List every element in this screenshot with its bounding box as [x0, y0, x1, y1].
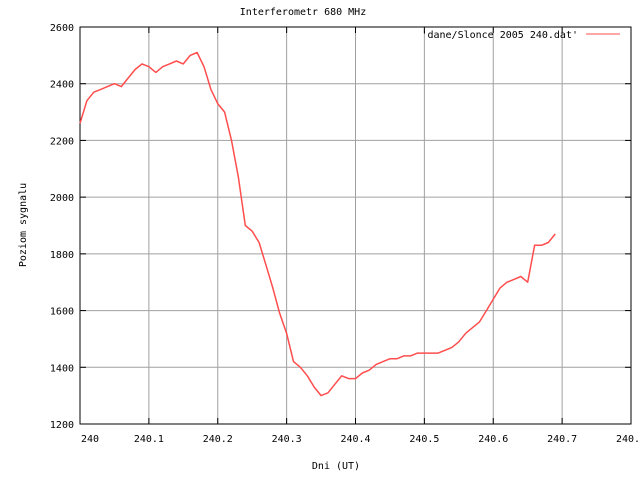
- x-axis-label: Dni (UT): [312, 461, 360, 472]
- y-tick-label: 2400: [50, 80, 74, 91]
- y-tick-label: 2000: [50, 193, 74, 204]
- y-tick-label: 1400: [50, 363, 74, 374]
- x-tick-labels: 240 240.1 240.2 240.3 240.4 240.5 240.6 240.7 24…: [81, 434, 640, 445]
- x-tick-label: 240.7: [547, 434, 577, 445]
- y-tick-label: 2200: [50, 136, 74, 147]
- chart-title: Interferometr 680 MHz: [240, 7, 366, 18]
- series-group: [79, 51, 556, 397]
- y-tick-label: 1800: [50, 250, 74, 261]
- x-tick-label: 240.6: [478, 434, 508, 445]
- axis-ticks: [79, 26, 632, 425]
- x-tick-label: 240.8: [616, 434, 640, 445]
- y-tick-label: 2600: [50, 23, 74, 34]
- grid: [80, 27, 631, 424]
- y-axis-label: Poziom sygnalu: [18, 183, 29, 267]
- y-tick-label: 1200: [50, 420, 74, 431]
- x-tick-label: 240.4: [340, 434, 370, 445]
- legend: 'dane/Slonce 2005 240.dat': [421, 30, 620, 41]
- series-line: [79, 51, 556, 397]
- x-tick-label: 240: [81, 434, 99, 445]
- x-tick-label: 240.5: [409, 434, 439, 445]
- x-tick-label: 240.3: [272, 434, 302, 445]
- y-tick-label: 1600: [50, 307, 74, 318]
- x-tick-label: 240.2: [203, 434, 233, 445]
- y-tick-labels: 1200 1400 1600 1800 2000 2200 2400 2600: [50, 23, 74, 431]
- legend-label: 'dane/Slonce 2005 240.dat': [421, 30, 578, 41]
- x-tick-label: 240.1: [134, 434, 164, 445]
